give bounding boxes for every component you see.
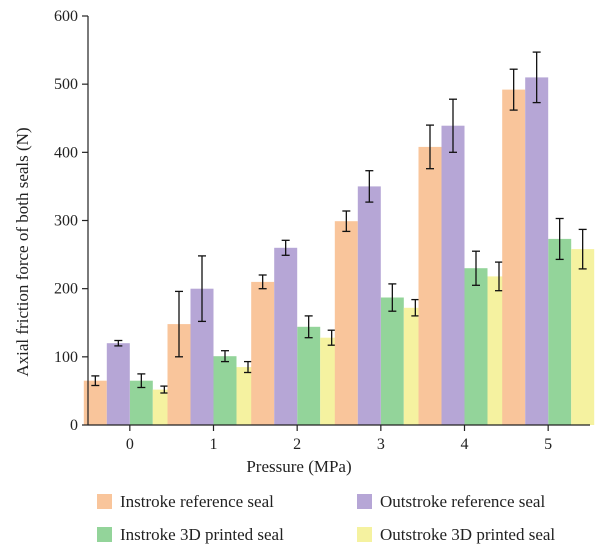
legend-swatch-instroke-3d-printed-seal [97,527,112,542]
bar-instroke-reference-seal-0 [83,380,107,425]
legend-label: Outstroke reference seal [380,492,545,511]
legend-label: Instroke 3D printed seal [120,525,284,544]
plot-area [83,51,595,426]
legend-swatch-outstroke-reference-seal [357,494,372,509]
bar-instroke-reference-seal-2 [251,281,275,425]
x-tick-label: 3 [377,436,385,453]
legend: Instroke reference seal Instroke 3D print… [97,492,555,544]
y-tick-label: 500 [54,76,78,93]
x-tick-label: 4 [461,436,469,453]
y-tick-label: 400 [54,144,78,161]
y-tick-label: 200 [54,281,78,298]
bar-instroke-reference-seal-4 [418,146,442,425]
bar-instroke-3d-printed-seal-5 [548,238,572,425]
x-tick-label: 0 [126,436,134,453]
bar-outstroke-reference-seal-1 [190,288,214,425]
legend-swatch-instroke-reference-seal [97,494,112,509]
x-tick-label: 2 [293,436,301,453]
bar-instroke-3d-printed-seal-0 [129,380,153,425]
bar-outstroke-reference-seal-5 [525,77,549,426]
bar-instroke-reference-seal-5 [502,89,526,425]
legend-label: Outstroke 3D printed seal [380,525,555,544]
bar-instroke-3d-printed-seal-1 [213,356,237,425]
bar-outstroke-reference-seal-4 [441,125,465,425]
bar-instroke-reference-seal-3 [334,221,358,425]
bar-outstroke-reference-seal-3 [357,186,381,425]
bar-outstroke-reference-seal-2 [274,247,298,425]
legend-label: Instroke reference seal [120,492,274,511]
bar-instroke-reference-seal-1 [167,324,191,425]
y-tick-label: 300 [54,213,78,230]
y-tick-label: 600 [54,8,78,25]
bar-instroke-3d-printed-seal-2 [297,326,321,425]
x-tick-label: 1 [210,436,218,453]
bar-outstroke-3d-printed-seal-5 [571,249,595,425]
y-tick-label: 0 [70,417,78,434]
y-axis-title: Axial friction force of both seals (N) [13,127,32,376]
axes: 0 100 200 300 400 500 600 0 1 2 3 4 5 [54,8,590,453]
legend-swatch-outstroke-3d-printed-seal [357,527,372,542]
y-tick-label: 100 [54,349,78,366]
bar-instroke-3d-printed-seal-4 [464,268,488,425]
x-axis-title: Pressure (MPa) [246,457,351,476]
bar-outstroke-reference-seal-0 [106,343,130,425]
bar-instroke-3d-printed-seal-3 [380,297,404,425]
x-tick-label: 5 [544,436,552,453]
